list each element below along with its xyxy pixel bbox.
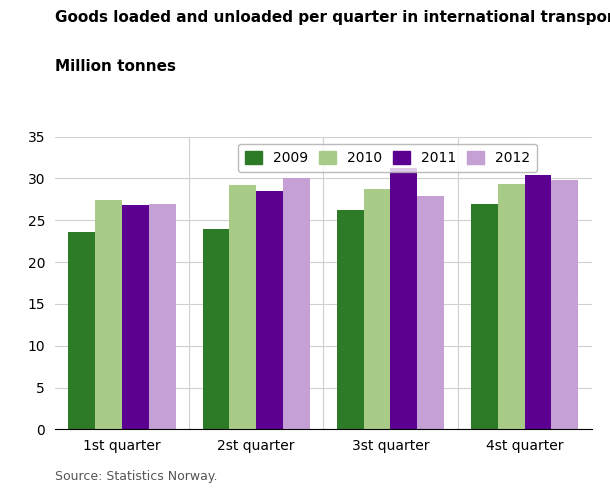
Bar [229,185,256,429]
Text: Source: Statistics Norway.: Source: Statistics Norway. [55,470,217,483]
Bar [256,191,283,429]
Bar [471,204,498,429]
Legend: 2009, 2010, 2011, 2012: 2009, 2010, 2011, 2012 [239,143,537,172]
Bar [551,180,578,429]
Text: Million tonnes: Million tonnes [55,59,176,74]
Bar [68,232,95,429]
Bar [203,229,229,429]
Bar [364,188,390,429]
Bar [337,210,364,429]
Bar [525,175,551,429]
Bar [417,196,444,429]
Bar [390,168,417,429]
Bar [149,203,176,429]
Text: Goods loaded and unloaded per quarter in international transport.: Goods loaded and unloaded per quarter in… [55,10,610,25]
Bar [95,200,122,429]
Bar [122,205,149,429]
Bar [283,179,310,429]
Bar [498,184,525,429]
